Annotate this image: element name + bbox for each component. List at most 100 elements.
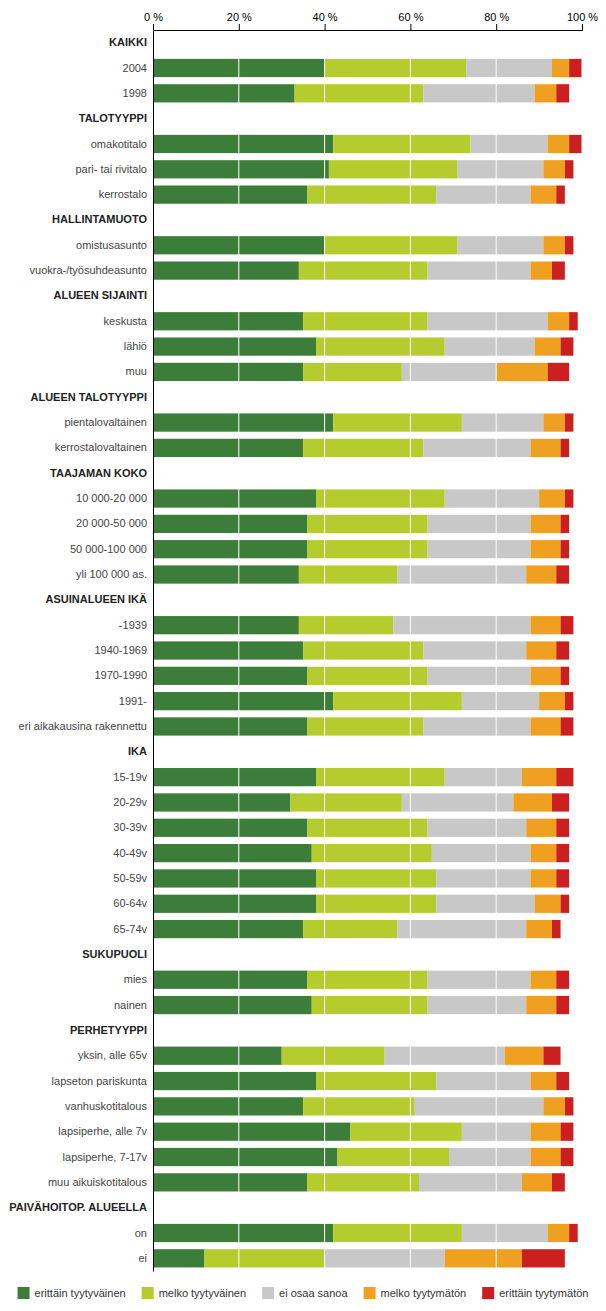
bar-segment xyxy=(543,236,564,254)
y-tick: kerrostalo xyxy=(99,188,153,200)
bar-segment xyxy=(299,261,428,279)
y-tick: 65-74v xyxy=(113,923,153,935)
bar-segment xyxy=(333,135,470,153)
x-tick: 80 % xyxy=(484,11,509,30)
bar-segment xyxy=(539,489,565,507)
bar-segment xyxy=(393,616,530,634)
bar-segment xyxy=(153,768,316,786)
bar-segment xyxy=(428,819,527,837)
y-tick-label: 50 000-100 000 xyxy=(70,543,147,555)
bar-segment xyxy=(535,337,561,355)
x-tick-label: 60 % xyxy=(398,11,423,23)
legend-label: ei osaa sanoa xyxy=(279,1287,348,1299)
y-tick: 50-59v xyxy=(113,872,153,884)
bar-segment xyxy=(290,793,402,811)
bar-segment xyxy=(153,641,303,659)
y-tick-label: muu xyxy=(126,365,147,377)
tick-mark xyxy=(582,24,583,30)
bar-segment xyxy=(153,160,329,178)
bar-segment xyxy=(445,337,535,355)
y-tick: muu aikuiskotitalous xyxy=(48,1176,153,1188)
y-tick: omakotitalo xyxy=(91,137,153,149)
legend-swatch xyxy=(262,1287,274,1299)
bar-segment xyxy=(535,84,556,102)
bar-segment xyxy=(303,363,402,381)
bar-segment xyxy=(556,641,569,659)
y-tick: 15-19v xyxy=(113,771,153,783)
bar-segment xyxy=(522,1249,565,1267)
bar-segment xyxy=(445,768,522,786)
y-tick-label: eri aikakausina rakennettu xyxy=(19,720,147,732)
bar-segment xyxy=(153,84,295,102)
axis-line xyxy=(154,24,583,31)
bar-segment xyxy=(543,160,564,178)
bar-segment xyxy=(561,717,574,735)
bar-segment xyxy=(295,84,424,102)
y-tick: lapsiperhe, alle 7v xyxy=(58,1125,153,1137)
y-tick: mies xyxy=(124,973,153,985)
x-tick: 20 % xyxy=(227,11,252,30)
legend: erittäin tyytyväinenmelko tyytyväinenei … xyxy=(18,1287,589,1299)
tick-mark xyxy=(410,24,411,30)
bar-segment xyxy=(513,793,552,811)
y-tick: 1970-1990 xyxy=(94,669,153,681)
bar-segment xyxy=(531,1148,561,1166)
bar-segment xyxy=(153,1224,333,1242)
bar-segment xyxy=(325,59,467,77)
y-tick-label: 1991- xyxy=(119,695,147,707)
group-header-label: ALUEEN TALOTYYPPI xyxy=(30,391,147,403)
plot-area: 0 %20 %40 %60 %80 %100 %KAIKKI20041998TA… xyxy=(9,11,598,1272)
bar-segment xyxy=(312,844,432,862)
bar-segment xyxy=(153,489,316,507)
bar-segment xyxy=(522,768,556,786)
bar-segment xyxy=(496,363,547,381)
bar-segment xyxy=(423,641,526,659)
bar-segment xyxy=(462,1224,548,1242)
y-tick-label: 10 000-20 000 xyxy=(76,492,147,504)
axis-line xyxy=(153,31,154,1272)
bar-segment xyxy=(556,869,569,887)
bar-segment xyxy=(153,1072,316,1090)
bar-segment xyxy=(153,439,303,457)
y-axis: KAIKKI20041998TALOTYYPPIomakotitalopari-… xyxy=(9,31,153,1272)
bar-segment xyxy=(153,819,307,837)
legend-item: erittäin tyytyväinen xyxy=(18,1287,126,1299)
bar-segment xyxy=(299,565,398,583)
bar-segment xyxy=(153,1047,282,1065)
bar-segment xyxy=(350,1123,462,1141)
bar-segment xyxy=(526,819,556,837)
bar-segment xyxy=(561,667,570,685)
bar-segment xyxy=(531,971,557,989)
bar-segment xyxy=(303,920,397,938)
bar-segment xyxy=(316,1072,436,1090)
bar-segment xyxy=(462,413,544,431)
y-tick: SUKUPUOLI xyxy=(82,948,153,960)
bar-segment xyxy=(531,186,557,204)
y-tick: 2004 xyxy=(123,62,153,74)
y-tick-label: 15-19v xyxy=(113,771,147,783)
y-tick: pientalovaltainen xyxy=(64,416,153,428)
y-tick: lapseton pariskunta xyxy=(52,1075,153,1087)
y-tick-label: 1970-1990 xyxy=(94,669,147,681)
bar-segment xyxy=(303,1097,415,1115)
bar-segment xyxy=(548,135,569,153)
y-tick-label: ei xyxy=(138,1252,147,1264)
y-tick-label: yli 100 000 as. xyxy=(76,568,147,580)
bar-segment xyxy=(556,844,569,862)
bar-segment xyxy=(552,261,565,279)
y-tick: ALUEEN TALOTYYPPI xyxy=(30,391,153,403)
bar-segment xyxy=(153,971,307,989)
bar-segment xyxy=(428,540,531,558)
bar-segment xyxy=(561,1148,574,1166)
y-tick: kerrostalovaltainen xyxy=(55,441,153,453)
bar-segment xyxy=(423,84,535,102)
group-header-label: TAAJAMAN KOKO xyxy=(50,467,147,479)
bar-segment xyxy=(556,565,569,583)
bar-segment xyxy=(561,337,574,355)
legend-label: erittäin tyytymätön xyxy=(499,1287,588,1299)
y-tick: omistusasunto xyxy=(76,239,153,251)
y-tick-label: muu aikuiskotitalous xyxy=(48,1176,148,1188)
bar-segment xyxy=(552,1173,565,1191)
bar-segment xyxy=(153,515,307,533)
tick-mark xyxy=(239,24,240,30)
